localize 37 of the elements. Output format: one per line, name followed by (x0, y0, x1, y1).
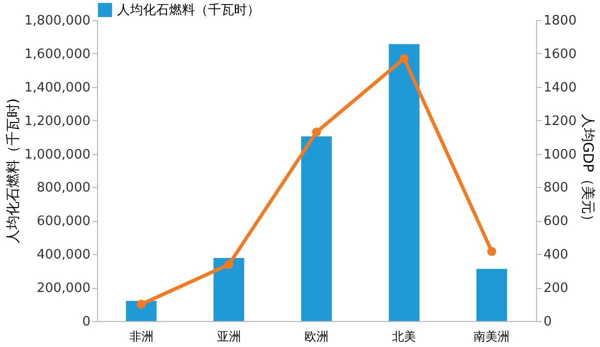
x-tick-label: 南美洲 (474, 330, 510, 344)
y-tick-label: 200,000 (36, 281, 90, 296)
bar (388, 44, 420, 321)
legend-label: 人均化石燃料（千瓦时） (117, 3, 260, 18)
y-tick-label: 1,800,000 (24, 14, 90, 28)
y-tick-label: 1,400,000 (24, 80, 90, 96)
y2-tick-label: 0 (544, 314, 552, 330)
point (136, 300, 146, 309)
bar (301, 136, 332, 321)
y2-tick-label: 400 (544, 248, 568, 263)
y-tick-label: 800,000 (36, 180, 90, 196)
y2-tick-label: 1400 (544, 80, 577, 96)
y-tick-label: 600,000 (36, 214, 90, 230)
point (312, 128, 321, 136)
bar (476, 268, 508, 321)
y-axis-title: 人均化石燃料（千瓦时) (5, 98, 22, 244)
y2-tick-label: 800 (544, 180, 568, 196)
y2-tick-label: 1800 (544, 14, 577, 28)
y-tick-label: 1,200,000 (24, 114, 90, 129)
x-tick-label: 非洲 (129, 330, 154, 344)
bar (214, 258, 244, 321)
y2-axis-title: 人均GDP（美元） (580, 114, 596, 228)
y2-tick-label: 600 (544, 214, 568, 230)
y-tick-label: 0 (82, 314, 90, 330)
y2-tick-label: 200 (544, 281, 568, 296)
x-tick-label: 北美 (392, 330, 416, 344)
y-tick-label: 1,600,000 (24, 46, 90, 62)
point (487, 246, 496, 256)
y2-tick-label: 1200 (544, 114, 577, 129)
y-tick-label: 1,000,000 (24, 147, 90, 162)
y2-tick-label: 1600 (544, 46, 577, 62)
x-tick-label: 欧洲 (304, 330, 328, 344)
y-tick-label: 400,000 (36, 248, 90, 263)
point (224, 260, 234, 269)
x-tick-label: 亚洲 (216, 330, 241, 344)
y2-tick-label: 1000 (544, 147, 577, 162)
point (400, 54, 409, 63)
